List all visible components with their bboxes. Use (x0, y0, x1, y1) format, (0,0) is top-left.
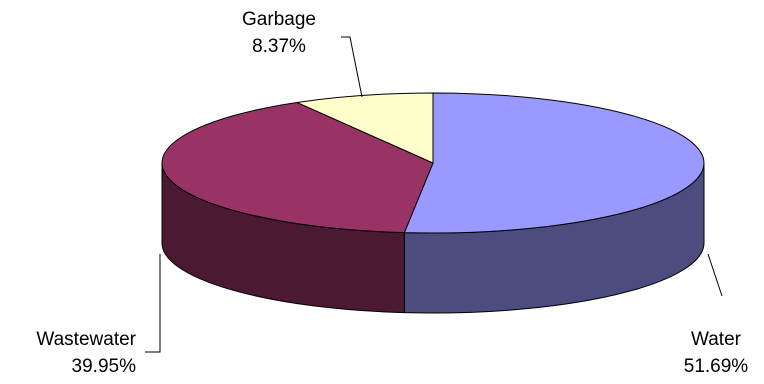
label-leaders (145, 36, 723, 353)
leader-line-garbage (341, 36, 363, 98)
slice-top-wastewater (161, 101, 434, 234)
leader-line-water (707, 253, 723, 297)
slice-value-wastewater: 39.95% (72, 356, 137, 377)
slice-label-water: Water (691, 329, 742, 350)
slice-value-water: 51.69% (684, 356, 749, 377)
slice-top-water (403, 92, 705, 234)
slice-value-garbage: 8.37% (252, 36, 306, 57)
slice-label-garbage: Garbage (242, 9, 316, 30)
slice-label-wastewater: Wastewater (36, 329, 136, 350)
pie-tops (161, 92, 705, 234)
slice-labels: Water 51.69% Wastewater 39.95% Garbage 8.37% (36, 9, 748, 377)
leader-line-wastewater (145, 254, 161, 353)
slice-top-garbage (296, 92, 434, 164)
